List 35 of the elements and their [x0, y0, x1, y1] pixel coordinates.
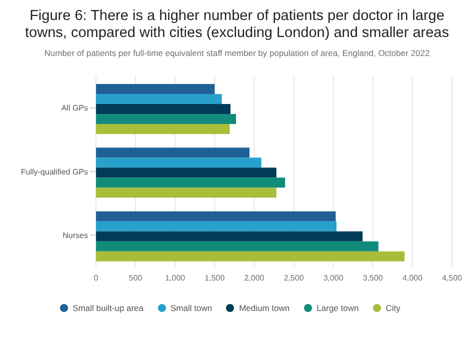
- bar: [96, 104, 230, 114]
- legend-label: Medium town: [239, 303, 290, 313]
- x-tick-label: 3,500: [362, 274, 384, 283]
- bar: [96, 124, 230, 134]
- legend-label: Small built-up area: [72, 303, 144, 313]
- legend-label: City: [386, 303, 400, 313]
- bar: [96, 251, 405, 262]
- x-tick-label: 2,000: [244, 274, 265, 283]
- x-tick-label: 1,000: [165, 274, 186, 283]
- y-tick-label: Fully-qualified GPs: [20, 167, 88, 176]
- bar: [96, 211, 336, 222]
- y-tick-label: All GPs: [61, 104, 88, 113]
- bar: [96, 94, 222, 104]
- bar: [96, 114, 236, 124]
- x-tick-label: 4,500: [442, 274, 463, 283]
- x-tick-label: 2,500: [284, 274, 304, 283]
- x-tick-label: 0: [94, 274, 99, 283]
- x-tick-label: 4,000: [402, 274, 423, 283]
- bar: [96, 178, 286, 188]
- bar: [96, 231, 363, 242]
- bar: [96, 158, 262, 168]
- y-tick-label: Nurses: [62, 231, 88, 240]
- legend-label: Large town: [316, 303, 359, 313]
- bar: [96, 188, 276, 198]
- chart-title: Figure 6: There is a higher number of patients per doctor in large towns, compared with cities (excluding London) and smaller areas: [24, 8, 450, 42]
- chart-subtitle: Number of patients per full-time equivalent staff member by population of area, England, October 2022: [43, 48, 431, 58]
- x-tick-label: 500: [128, 274, 143, 283]
- bar: [96, 241, 378, 252]
- bar: [96, 148, 250, 158]
- bar: [96, 168, 276, 178]
- legend-label: Small town: [170, 303, 212, 313]
- bar: [96, 84, 215, 94]
- bar: [96, 221, 336, 232]
- x-tick-label: 1,500: [204, 274, 226, 283]
- x-tick-label: 3,000: [323, 274, 344, 283]
